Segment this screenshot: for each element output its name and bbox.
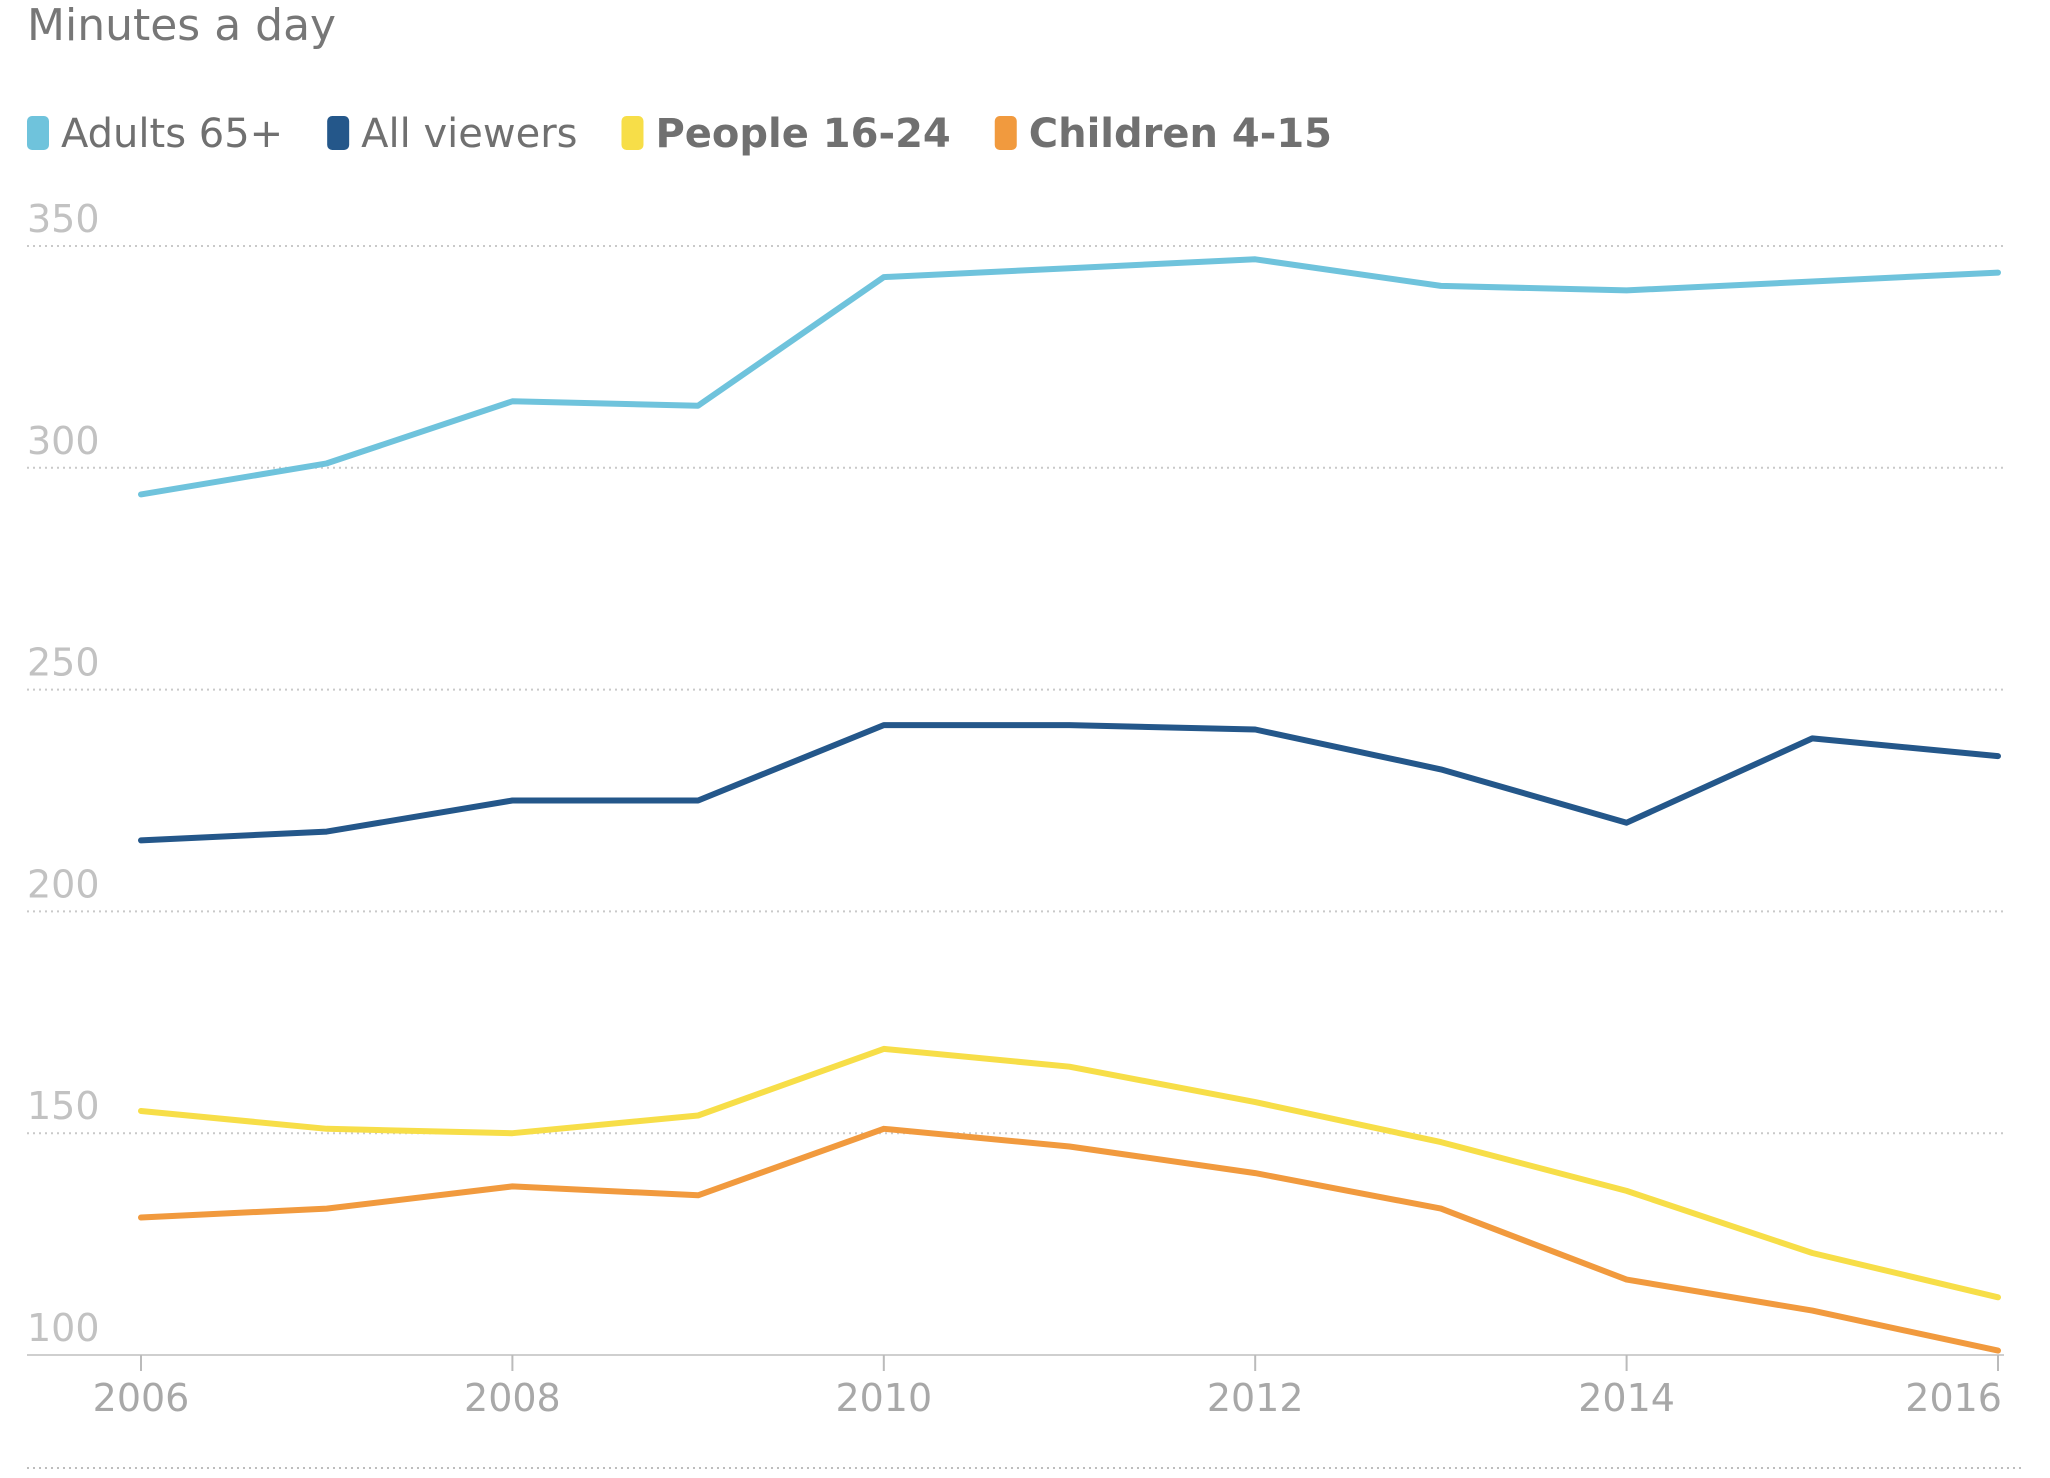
legend-label-1: All viewers: [361, 111, 577, 157]
series-line-3: [138, 1125, 2001, 1354]
x-tick-label-5: 2016: [1905, 1376, 2002, 1420]
legend-swatch-0: [27, 116, 49, 150]
y-tick-label-2: 250: [27, 641, 100, 685]
gridlines: [27, 245, 2005, 1135]
y-tick-label-3: 200: [27, 862, 100, 906]
series-line-0: [138, 256, 2001, 498]
legend-swatch-3: [994, 116, 1017, 150]
legend-swatch-2: [621, 116, 644, 150]
y-tick-label-1: 300: [27, 419, 100, 463]
x-axis: 2006 2008 2010 2012 2014 2016: [27, 1354, 2004, 1420]
y-axis-ticks: 350 300 250 200 150 100: [27, 197, 100, 1350]
x-tick-label-1: 2008: [464, 1376, 561, 1420]
legend-label-0: Adults 65+: [61, 111, 283, 157]
legend: Adults 65+ All viewers People 16-24 Childre…: [27, 111, 1332, 157]
x-tick-label-2: 2010: [835, 1376, 932, 1420]
legend-label-2: People 16-24: [655, 111, 950, 157]
unit-label: Minutes a day: [27, 0, 336, 51]
x-tick-label-3: 2012: [1207, 1376, 1304, 1420]
y-tick-label-0: 350: [27, 197, 100, 241]
legend-swatch-1: [327, 116, 350, 150]
series-lines: [138, 256, 2001, 1354]
x-tick-label-0: 2006: [93, 1376, 190, 1420]
series-line-2: [138, 1045, 2001, 1301]
x-tick-label-4: 2014: [1578, 1376, 1675, 1420]
y-tick-label-5: 100: [27, 1306, 100, 1350]
series-line-1: [138, 722, 2001, 844]
legend-label-3: Children 4-15: [1029, 111, 1332, 157]
y-tick-label-4: 150: [27, 1084, 100, 1128]
